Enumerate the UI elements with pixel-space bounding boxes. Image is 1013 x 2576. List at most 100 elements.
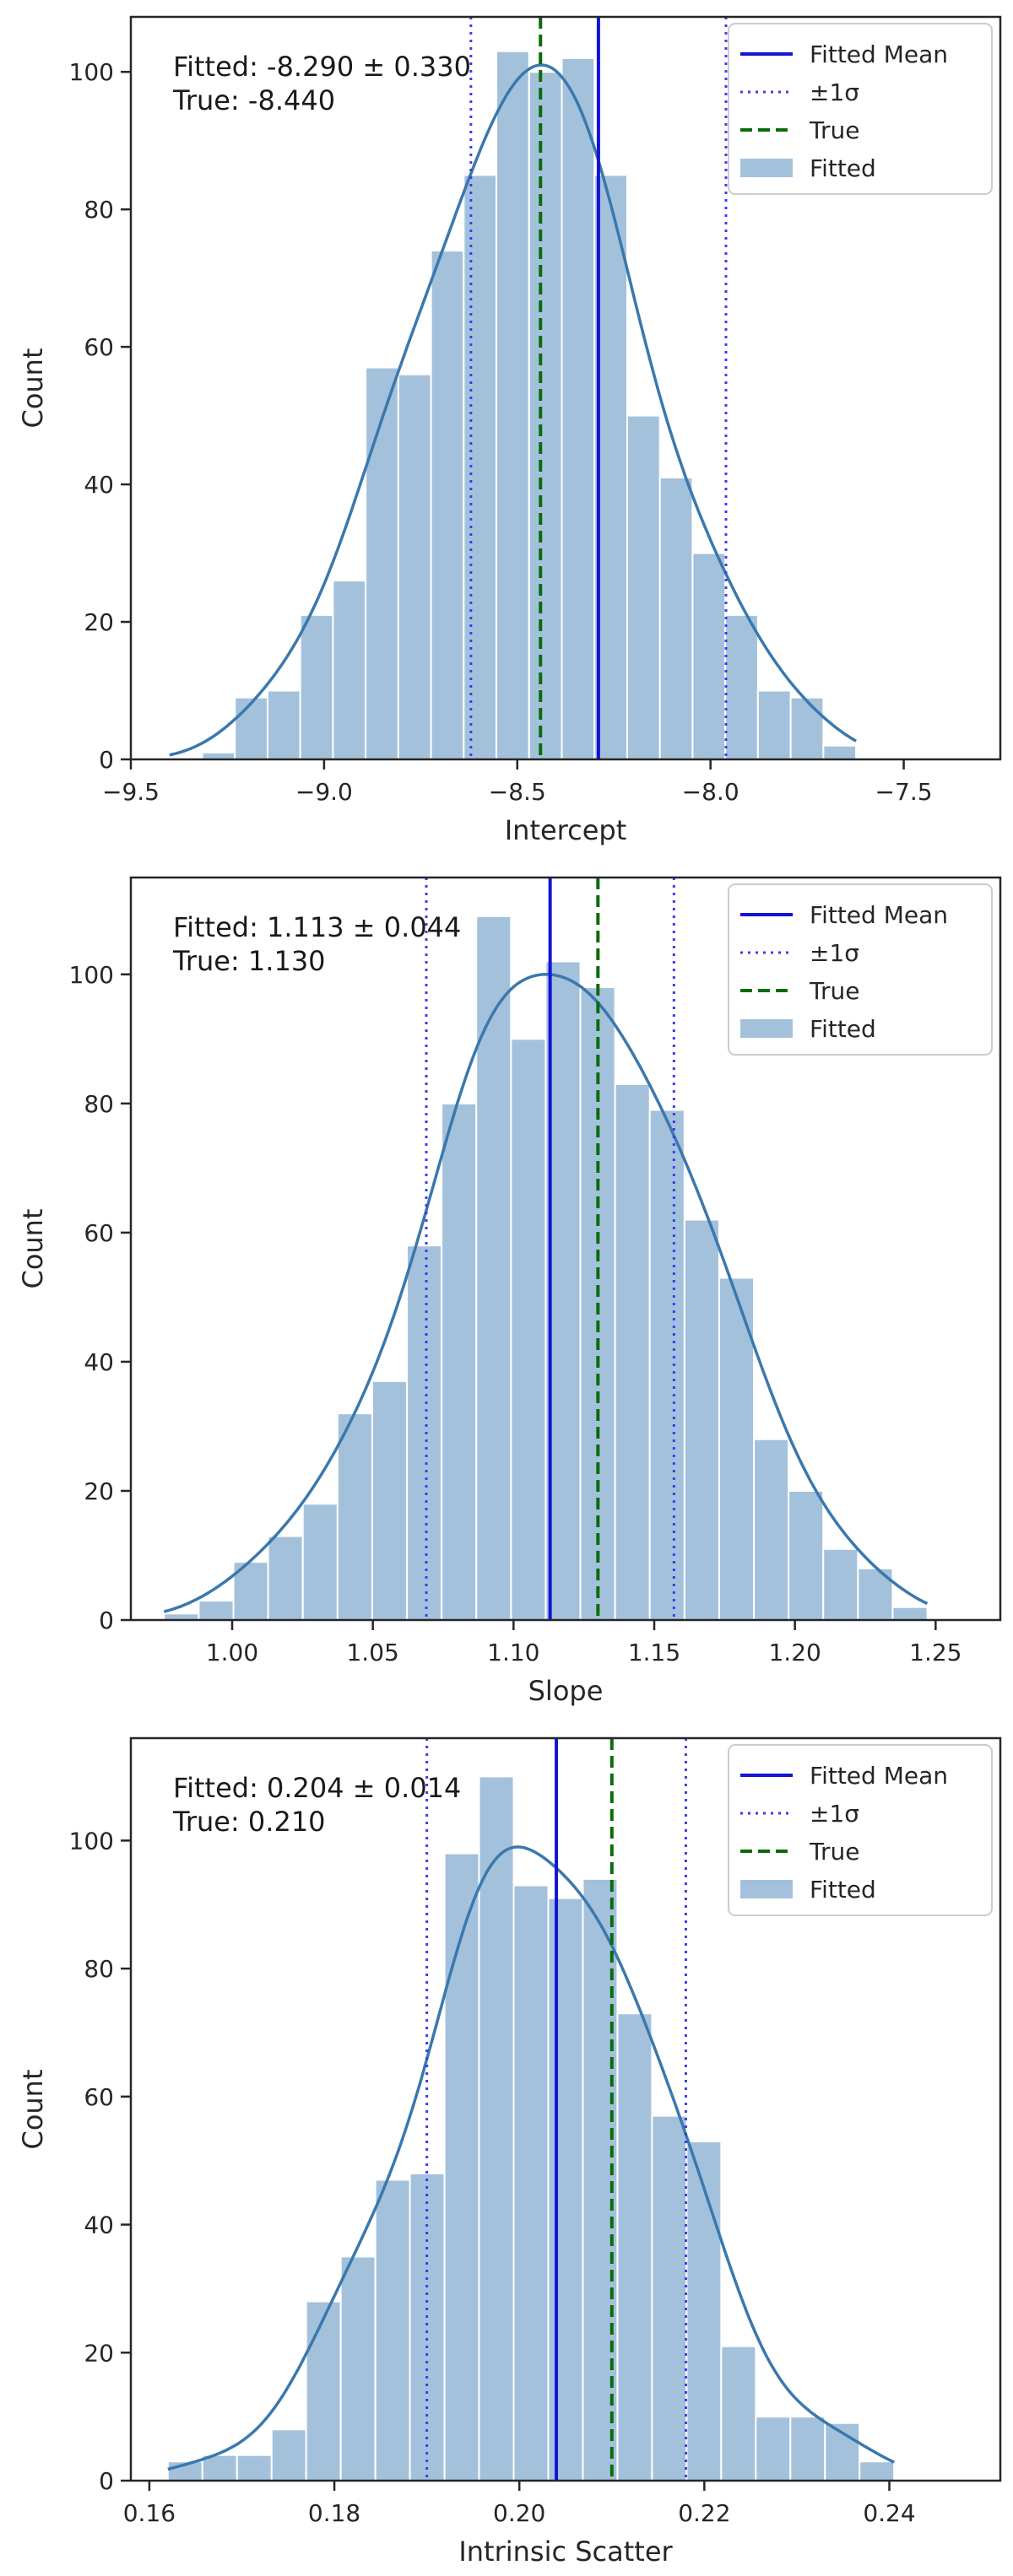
histogram-bar [463,174,498,760]
axes-frame [129,1736,1002,2482]
histogram-bar [720,2345,757,2482]
histogram-bar [339,2255,376,2481]
x-tick-label: 1.05 [346,1639,398,1666]
y-tick-label: 40 [84,471,114,499]
y-tick-label: 20 [84,2339,114,2367]
histogram-bar [305,2300,342,2481]
histogram-bar [547,1897,584,2482]
histogram-bar [651,2114,688,2481]
chart-panel-3: 0.16 0.18 0.20 0.22 0.24 0 20 40 60 80 100 Intrinsi… [17,1736,1002,2568]
legend-fitted-hist-label: Fitted [810,154,876,182]
y-axis-label: Count [17,2069,49,2149]
annotation-true: True: 1.130 [172,945,326,977]
legend: Fitted Mean ±1σ True Fitted [728,23,993,195]
histogram-bar [691,552,727,760]
x-tick-label: −9.5 [102,778,160,806]
x-axis-label: Intrinsic Scatter [458,2535,673,2568]
histogram-bar [430,250,465,760]
histogram-bar [332,580,367,760]
histogram-bar [724,613,759,761]
x-tick-label: 0.24 [863,2499,915,2527]
histogram-bar [718,1277,756,1622]
histogram-bar [648,1109,685,1621]
legend-sigma-label: ±1σ [810,1800,859,1828]
histogram-bar [406,1245,443,1622]
histogram-bar [822,1547,859,1621]
histogram-bar [198,1600,235,1621]
y-tick-label: 80 [84,196,114,224]
histogram-bar [236,2454,273,2482]
legend-true-label: True [809,1838,859,1866]
y-tick-label: 100 [69,1827,114,1855]
y-tick-label: 40 [84,1348,114,1376]
histogram-bar [561,57,596,760]
y-tick-label: 20 [84,1477,114,1505]
histogram-bar [371,1380,409,1621]
histogram-bar [626,414,661,760]
histogram-bar [397,373,432,760]
legend-box [728,1744,993,1916]
y-tick-label: 0 [99,1607,114,1634]
legend-fitted-hist-label: Fitted [810,1876,876,1904]
x-tick-label: −8.5 [489,778,546,806]
annotation-fitted: Fitted: 1.113 ± 0.044 [173,911,461,943]
y-tick-label: 60 [84,1219,114,1247]
legend-box [728,23,993,195]
legend: Fitted Mean ±1σ True Fitted [728,883,993,1056]
y-tick-label: 80 [84,1090,114,1118]
x-tick-label: 0.20 [493,2499,545,2527]
histogram-bar [528,71,563,761]
annotation-fitted: Fitted: -8.290 ± 0.330 [173,51,471,83]
histogram-bar [510,1038,547,1621]
histogram-bar [788,1489,825,1622]
x-tick-label: −8.0 [682,778,739,806]
legend-fitted-hist-swatch [740,1019,793,1038]
histogram-bar [365,366,399,760]
histogram-bar [443,1852,480,2482]
histogram-bars [166,1775,896,2482]
kde-curve [163,973,929,1613]
histogram-bar [683,1218,720,1621]
legend: Fitted Mean ±1σ True Fitted [728,1744,993,1916]
x-axis-label: Intercept [505,814,627,846]
histogram-bar [658,476,694,760]
histogram-bar [201,2454,238,2482]
y-tick-label: 60 [84,2083,114,2111]
x-tick-label: −9.0 [295,778,353,806]
legend-box [728,883,993,1056]
histogram-bar [859,2460,896,2482]
histogram-bar [301,1503,339,1621]
y-axis-label: Count [17,1208,49,1288]
histogram-bar [336,1412,373,1622]
histogram-bar [475,915,512,1622]
y-tick-label: 0 [99,746,114,774]
x-tick-label: 0.16 [123,2499,176,2527]
histogram-bar [789,696,825,761]
legend-fitted-hist-swatch [740,159,793,177]
histogram-bar [299,613,334,761]
y-tick-label: 80 [84,1955,114,1983]
histogram-bar [755,2416,792,2482]
y-tick-label: 60 [84,333,114,361]
x-tick-label: 1.10 [487,1639,539,1666]
legend-sigma-label: ±1σ [810,78,859,106]
annotation-true: True: -8.440 [172,84,335,116]
histogram-bar [822,744,858,760]
legend-sigma-label: ±1σ [810,939,859,967]
histogram-bar [512,1884,550,2481]
x-tick-label: 0.22 [678,2499,730,2527]
legend-fitted-mean-label: Fitted Mean [810,901,948,929]
legend-fitted-mean-label: Fitted Mean [810,1762,948,1790]
y-axis-label: Count [17,348,49,428]
histogram-bar [614,1083,651,1621]
legend-true-label: True [809,116,859,144]
chart-panel-2: 1.00 1.05 1.10 1.15 1.20 1.25 0 20 40 60 80 100 Slop… [17,876,1002,1707]
kde-curve [167,1845,895,2471]
histogram-bar [374,2179,411,2481]
legend-fitted-hist-label: Fitted [810,1015,876,1043]
histogram-bar [441,1102,478,1621]
y-tick-label: 20 [84,608,114,636]
histogram-bar [756,689,792,760]
x-tick-label: 0.18 [308,2499,360,2527]
